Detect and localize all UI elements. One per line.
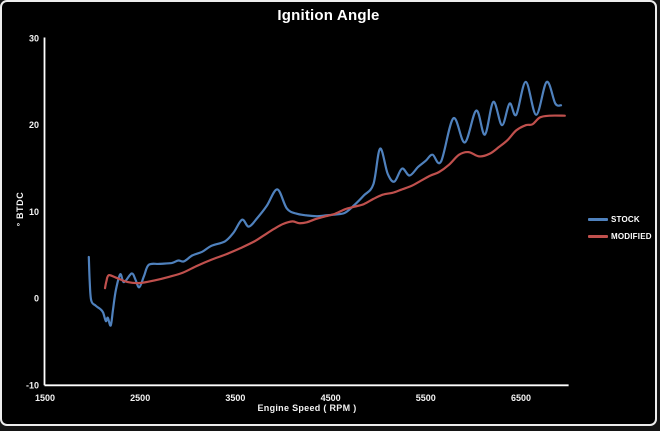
x-axis-title: Engine Speed ( RPM ) bbox=[257, 403, 357, 413]
legend-line-sample-stock bbox=[588, 218, 608, 221]
legend-item-stock: STOCK bbox=[588, 215, 652, 224]
legend: STOCK MODIFIED bbox=[588, 215, 652, 241]
legend-label-stock: STOCK bbox=[611, 215, 640, 224]
x-tick-label: 3500 bbox=[225, 393, 245, 403]
legend-item-modified: MODIFIED bbox=[588, 232, 652, 241]
legend-line-sample-modified bbox=[588, 235, 608, 238]
y-tick-label: 20 bbox=[29, 120, 39, 130]
chart-title: Ignition Angle bbox=[277, 7, 380, 24]
x-tick-label: 4500 bbox=[321, 393, 341, 403]
x-tick-label: 6500 bbox=[511, 393, 531, 403]
stock-series-line bbox=[87, 80, 563, 327]
modified-series-line bbox=[103, 114, 566, 290]
x-tick-label: 1500 bbox=[35, 393, 55, 403]
y-tick-label: 10 bbox=[29, 207, 39, 217]
y-tick-label: 0 bbox=[34, 294, 39, 304]
x-tick-label: 5500 bbox=[416, 393, 436, 403]
x-tick-label: 2500 bbox=[130, 393, 150, 403]
y-tick-label: 30 bbox=[29, 34, 39, 44]
legend-label-modified: MODIFIED bbox=[611, 232, 652, 241]
y-tick-label: -10 bbox=[26, 380, 39, 390]
